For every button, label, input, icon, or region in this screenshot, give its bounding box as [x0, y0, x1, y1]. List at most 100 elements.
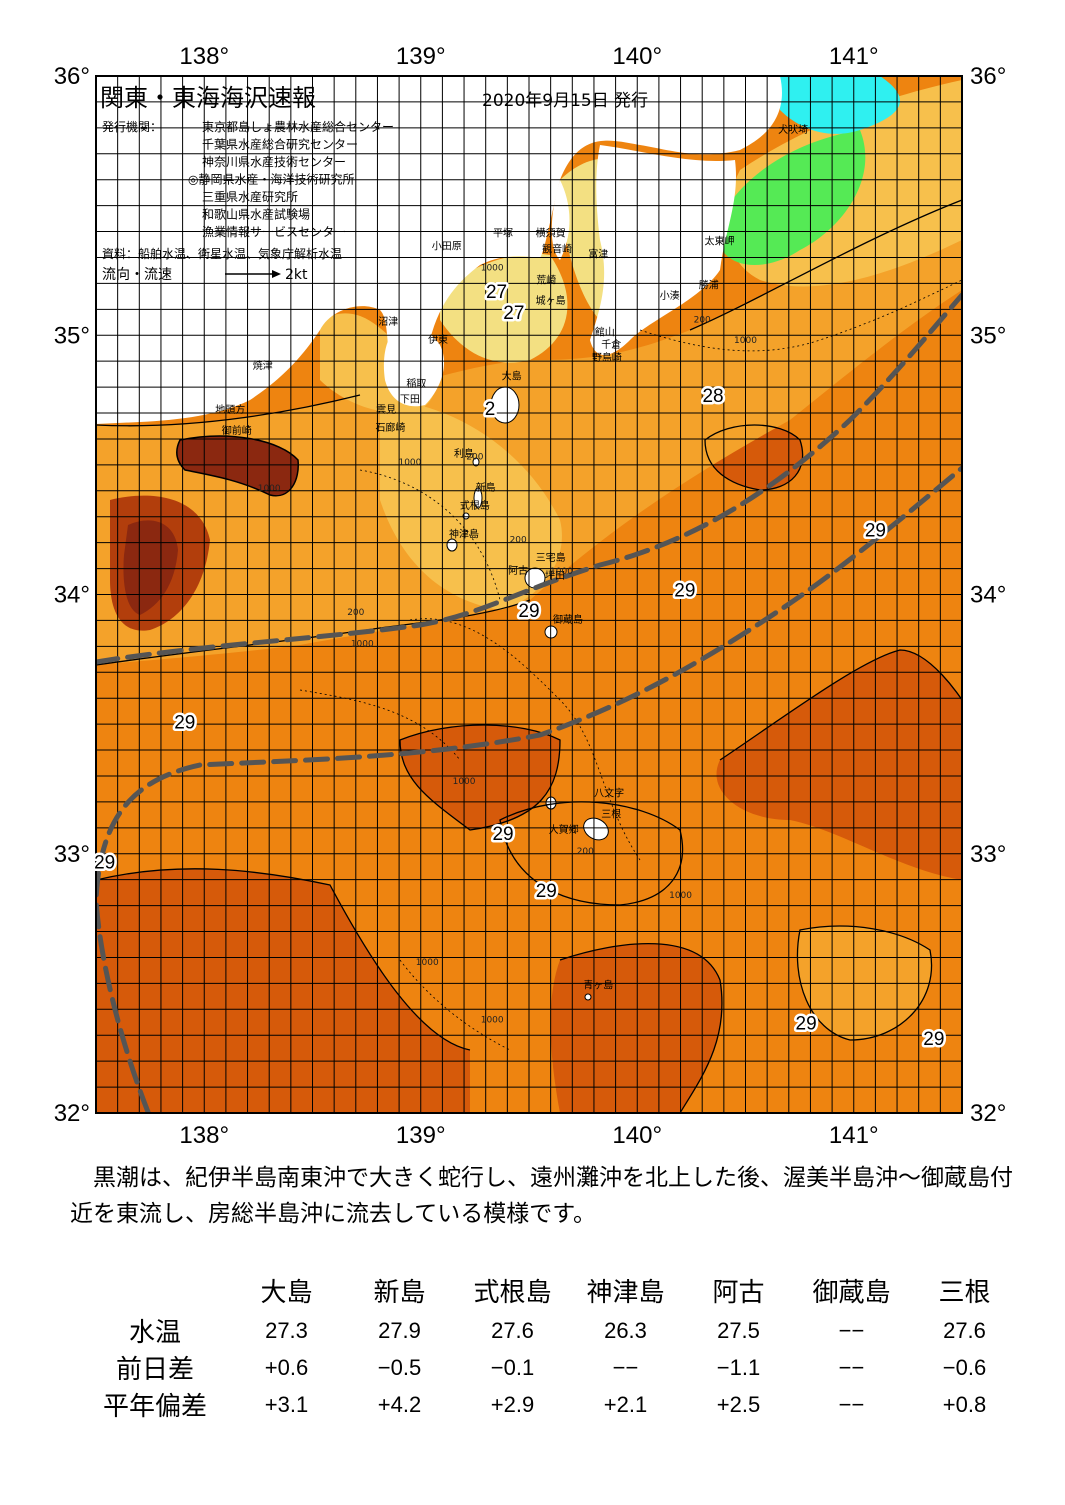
- depth-label: 1000: [453, 777, 476, 787]
- depth-label: 1000: [398, 458, 421, 468]
- table-cell: −1.1: [716, 1354, 761, 1380]
- isotherm-label-halo: 29: [536, 881, 557, 902]
- issuer-name: 和歌山県水産試験場: [202, 207, 310, 222]
- isotherm-label: 27: [486, 282, 507, 303]
- land-kanagawa-tokyo: [480, 76, 782, 265]
- depth-label: 200: [510, 536, 527, 546]
- sst-zone-s: [550, 943, 722, 1113]
- island-niijima: [473, 487, 483, 509]
- table-cell: −0.5: [377, 1354, 422, 1380]
- place-label: 三根: [601, 807, 621, 820]
- issuer-name: 漁業情報サービスセンター: [202, 225, 346, 239]
- table-header-row: 大島 新島 式根島 神津島 阿古 御蔵島 三根: [80, 1268, 1021, 1312]
- place-label: 式根島: [460, 499, 490, 512]
- isotherm-label-halo: 27: [486, 282, 507, 303]
- place-label: 下田: [400, 395, 420, 406]
- issue-date: 2020年9月15日 発行: [482, 91, 648, 111]
- lat-label-right: 33°: [970, 841, 1006, 868]
- place-label: 地頭方: [215, 403, 245, 416]
- place-label: 三宅島: [536, 551, 566, 564]
- island-temperature-table: 大島 新島 式根島 神津島 阿古 御蔵島 三根 水温 27.3 27.9 27.…: [80, 1268, 1021, 1423]
- isotherm-label-halo: 2: [485, 399, 496, 420]
- summary-text: 黒潮は、紀伊半島南東沖で大きく蛇行し、遠州灘沖を北上した後、渥美半島沖～御蔵島付…: [70, 1160, 1030, 1232]
- isotherm-label: 2: [485, 399, 496, 420]
- table-cell: 27.6: [943, 1317, 986, 1343]
- sst-map: 138° 139° 140° 141° 138° 139° 140° 141° 36° 35°…: [54, 43, 1007, 1149]
- place-label: 石廊崎: [375, 421, 405, 434]
- place-label: 神津島: [449, 527, 479, 540]
- place-label: 沼津: [378, 315, 398, 328]
- place-label: 稲取: [406, 378, 426, 390]
- lat-label-right: 36°: [970, 63, 1006, 90]
- isotherm-label: 29: [865, 521, 886, 542]
- lon-label-bottom: 141°: [829, 1122, 879, 1149]
- place-label: 犬吠埼: [778, 123, 808, 136]
- island-hachijojima: [583, 817, 609, 841]
- lon-label-bottom: 139°: [396, 1122, 446, 1149]
- lat-label-left: 34°: [54, 582, 90, 609]
- place-label: 雲見: [376, 404, 396, 416]
- table-row: 水温 27.3 27.9 27.6 26.3 27.5 −− 27.6: [80, 1312, 1021, 1349]
- col-ako: 阿古: [712, 1277, 765, 1308]
- latitude-labels-right: 36° 35° 34° 33° 32°: [970, 63, 1006, 1127]
- lat-label-right: 32°: [970, 1100, 1006, 1127]
- depth-label: 200: [466, 453, 483, 463]
- latitude-labels-left: 36° 35° 34° 33° 32°: [54, 63, 90, 1127]
- sst-zone-sw: [96, 868, 470, 1113]
- table-cell: +2.9: [490, 1391, 535, 1417]
- place-label: 焼津: [253, 360, 273, 372]
- sst-zone-izu: [380, 400, 562, 610]
- issuer-name: 三重県水産研究所: [202, 189, 298, 204]
- table-cell: 27.5: [717, 1317, 760, 1343]
- place-label: 御前崎: [222, 424, 252, 437]
- isotherm-label: 29: [796, 1013, 817, 1034]
- place-label: 小田原: [432, 241, 462, 253]
- isotherm-label-halo: 29: [174, 713, 195, 734]
- isotherm-label-halo: 29: [674, 580, 695, 601]
- island-kozushima: [446, 538, 458, 552]
- graticule: [96, 76, 962, 1113]
- depth-label: 1000: [351, 639, 374, 649]
- isotherm-label-halo: 27: [503, 303, 524, 324]
- depth-label: 200: [577, 847, 594, 857]
- lon-label-top: 140°: [612, 43, 662, 70]
- isotherm-label: 29: [674, 580, 695, 601]
- longitude-labels-top: 138° 139° 140° 141°: [179, 43, 878, 70]
- table-cell: +4.2: [377, 1391, 422, 1417]
- place-label: 小湊: [660, 289, 680, 302]
- lat-label-left: 33°: [54, 841, 90, 868]
- map-frame: [95, 75, 963, 1114]
- island-aogashima: [584, 993, 592, 1001]
- lat-label-right: 35°: [970, 322, 1006, 349]
- place-label: 八文字: [594, 787, 624, 800]
- table-cell: 27.9: [378, 1317, 421, 1343]
- depth-label: 1000: [481, 1015, 504, 1025]
- place-label: 阿古: [508, 564, 528, 577]
- table-cell: +3.1: [264, 1391, 309, 1417]
- lat-label-left: 35°: [54, 322, 90, 349]
- place-label: 横須賀: [536, 227, 566, 240]
- sst-core-west: [123, 520, 178, 615]
- isotherm-labels: 2727272722282829292929292929292929292929…: [92, 280, 947, 1053]
- place-label: 荒崎: [536, 273, 556, 286]
- depth-label: 200: [347, 608, 364, 618]
- land-shizuoka: [96, 76, 480, 424]
- land-boso: [590, 145, 737, 355]
- table-cell: −−: [838, 1354, 865, 1380]
- col-shikinejima: 式根島: [473, 1277, 552, 1308]
- isotherm-label-halo: 29: [518, 601, 539, 622]
- isotherm-label: 29: [94, 853, 115, 874]
- issuer-name: 千葉県水産総合研究センター: [202, 137, 358, 152]
- lat-label-left: 36°: [54, 63, 90, 90]
- isotherm-label: 27: [503, 303, 524, 324]
- island-toshima: [472, 457, 480, 467]
- place-label: 富津: [588, 247, 608, 260]
- depth-label: 1000: [258, 484, 281, 494]
- land-tokyo-bay: [551, 180, 570, 260]
- lat-label-left: 32°: [54, 1100, 90, 1127]
- lat-label-right: 34°: [970, 582, 1006, 609]
- isotherm-label: 29: [492, 824, 513, 845]
- depth-label: 1000: [669, 891, 692, 901]
- isotherm-label: 29: [174, 713, 195, 734]
